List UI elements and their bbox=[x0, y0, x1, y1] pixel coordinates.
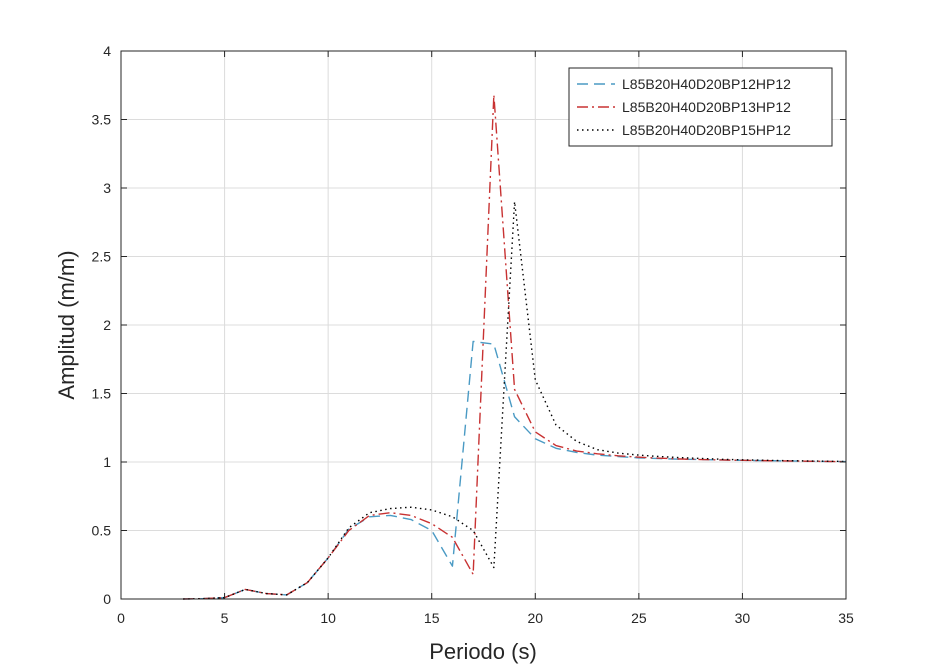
ticks: 0 5 10 15 20 25 30 35 0 0.5 1 1.5 2 2.5 3 3.5 4 bbox=[92, 43, 854, 626]
x-tick-label: 0 bbox=[117, 610, 125, 626]
series-line-2 bbox=[183, 94, 847, 600]
legend-label-1: L85B20H40D20BP12HP12 bbox=[622, 76, 791, 92]
legend: L85B20H40D20BP12HP12 L85B20H40D20BP13HP12… bbox=[568, 67, 833, 147]
y-tick-label: 3.5 bbox=[92, 112, 112, 128]
y-tick-label: 0.5 bbox=[92, 523, 112, 539]
x-tick-label: 30 bbox=[735, 610, 751, 626]
y-axis-label: Amplitud (m/m) bbox=[54, 250, 79, 399]
x-tick-label: 10 bbox=[320, 610, 336, 626]
x-tick-label: 5 bbox=[221, 610, 229, 626]
y-tick-label: 0 bbox=[103, 591, 111, 607]
legend-label-2: L85B20H40D20BP13HP12 bbox=[622, 99, 791, 115]
y-tick-label: 4 bbox=[103, 43, 111, 59]
x-tick-label: 35 bbox=[838, 610, 854, 626]
legend-label-3: L85B20H40D20BP15HP12 bbox=[622, 122, 791, 138]
x-axis-label: Periodo (s) bbox=[429, 639, 537, 664]
legend-box bbox=[568, 67, 833, 147]
x-tick-label: 25 bbox=[631, 610, 647, 626]
x-tick-label: 15 bbox=[424, 610, 440, 626]
series-line-1 bbox=[183, 340, 847, 600]
series-layer bbox=[183, 94, 847, 600]
y-tick-label: 1 bbox=[103, 454, 111, 470]
y-tick-label: 3 bbox=[103, 180, 111, 196]
x-tick-label: 20 bbox=[527, 610, 543, 626]
y-tick-label: 2 bbox=[103, 317, 111, 333]
y-tick-label: 2.5 bbox=[92, 249, 112, 265]
y-tick-label: 1.5 bbox=[92, 386, 112, 402]
